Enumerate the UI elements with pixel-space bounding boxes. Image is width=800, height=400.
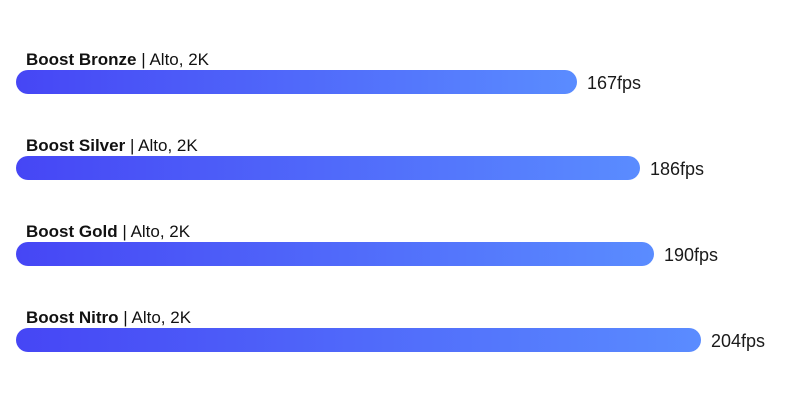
bar-nitro (16, 328, 701, 352)
category-name: Boost Gold (26, 222, 118, 241)
bar-label: Boost Bronze | Alto, 2K (26, 50, 209, 70)
bar-bronze (16, 70, 577, 94)
bar-row-nitro: Boost Nitro | Alto, 2K 204fps (0, 306, 800, 366)
category-name: Boost Nitro (26, 308, 119, 327)
setting-label: Alto, 2K (131, 308, 192, 327)
bar-silver (16, 156, 640, 180)
category-name: Boost Silver (26, 136, 126, 155)
setting-label: Alto, 2K (130, 222, 191, 241)
bar-label: Boost Nitro | Alto, 2K (26, 308, 191, 328)
bar-label: Boost Silver | Alto, 2K (26, 136, 198, 156)
label-separator: | (141, 50, 146, 69)
label-separator: | (129, 136, 135, 155)
value-label: 204fps (711, 331, 766, 351)
setting-label: Alto, 2K (149, 50, 209, 69)
value-label: 186fps (650, 159, 705, 179)
value-label: 167fps (587, 73, 642, 93)
bar-gold (16, 242, 654, 266)
category-name: Boost Bronze (26, 50, 137, 69)
setting-label: Alto, 2K (138, 136, 198, 155)
bar-row-gold: Boost Gold | Alto, 2K 190fps (0, 220, 800, 280)
bar-row-bronze: Boost Bronze | Alto, 2K 167fps (0, 48, 800, 108)
label-separator: | (122, 222, 127, 241)
bar-row-silver: Boost Silver | Alto, 2K 186fps (0, 134, 800, 194)
label-separator: | (123, 308, 128, 327)
value-label: 190fps (664, 245, 719, 265)
bar-label: Boost Gold | Alto, 2K (26, 222, 190, 242)
